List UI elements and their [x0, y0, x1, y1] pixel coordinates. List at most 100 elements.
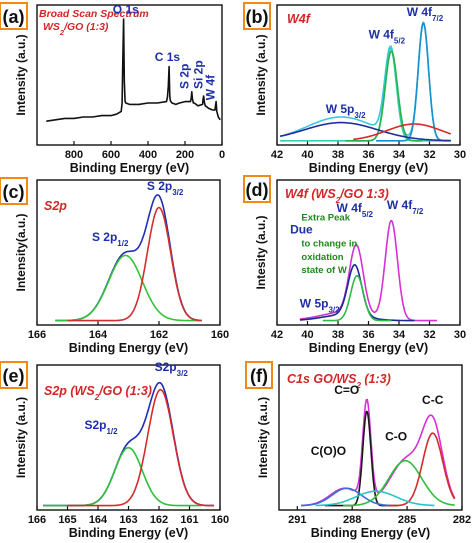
peak-label: W 5p3/2: [300, 297, 340, 315]
series-line-s-2p3-2: [67, 388, 214, 507]
x-axis-ticks: 800 600 400 200 0: [65, 141, 225, 161]
peak-label: O 1s: [113, 2, 139, 16]
x-axis-title: Binding Energy (eV): [311, 526, 430, 540]
peak-label-main: S 2p: [92, 230, 117, 244]
tick-label: 36: [362, 329, 374, 341]
panel-6: (f) 291 288 285 282 Binding Energy (eV) Intens…: [245, 361, 471, 540]
title-segment: C1s GO/WS: [287, 372, 357, 386]
peak-label-sub: 1/2: [106, 426, 118, 435]
tick-label: 40: [301, 149, 313, 161]
peak-label-main: C=O: [334, 383, 359, 397]
peak-label: S2p3/2: [155, 360, 189, 378]
peak-label: W 4f5/2: [337, 201, 374, 219]
x-axis-ticks: 291 288 285 282: [288, 506, 471, 526]
series-line-envelope: [300, 398, 456, 507]
series-line-series: [46, 18, 221, 122]
x-axis-ticks: 166 165 164 163 162 161 160: [28, 506, 229, 526]
title-segment: 2: [355, 381, 361, 390]
panel-3: (c) 166 164 162 160 Binding Energy (eV) Intens…: [0, 177, 229, 355]
x-axis-title: Binding Energy (eV): [70, 161, 189, 175]
series-line-w-4f7-2: [375, 22, 452, 142]
peak-label-sub: 3/2: [172, 188, 184, 197]
tick-label: 32: [423, 149, 435, 161]
x-axis-ticks: 42 40 38 36 34 32 30: [271, 141, 466, 161]
panel-title-line1: Broad Scan Spectrum: [39, 8, 149, 20]
peak-label: S2p1/2: [84, 418, 118, 436]
tick-label: 291: [288, 514, 306, 526]
peak-label-main: W 4f: [407, 5, 433, 19]
x-axis-title: Binding Energy (eV): [309, 341, 428, 355]
series-line-c-c: [388, 432, 456, 507]
peak-label: C=O: [334, 383, 359, 397]
panel-letter: (f): [250, 366, 268, 386]
tick-label: 160: [211, 514, 229, 526]
panel-letter: (c): [3, 182, 25, 202]
tick-label: 166: [28, 329, 46, 341]
x-axis-ticks: 166 164 162 160: [28, 321, 229, 341]
panel-badge: [0, 361, 28, 389]
peak-label: W 4f7/2: [407, 5, 444, 23]
x-axis-ticks: 42 40 38 36 34 32 30: [271, 321, 466, 341]
peak-label-main: W 5p: [300, 297, 329, 311]
tick-label: 161: [180, 514, 198, 526]
tick-label: 40: [301, 329, 313, 341]
panel-letter: (a): [3, 7, 25, 27]
peak-label: state of W: [301, 265, 346, 276]
tick-label: 600: [102, 149, 120, 161]
peak-label: S 2p3/2: [147, 179, 184, 197]
peak-label-sub: 3/2: [177, 368, 189, 377]
panel-badge: [243, 175, 271, 203]
series-line-c-o-o: [300, 487, 390, 507]
peak-label-main: S2p: [155, 360, 177, 374]
series-line-red-fit: [353, 123, 452, 141]
peak-label-main: oxidation: [301, 252, 343, 263]
tick-label: 34: [393, 329, 406, 341]
panel-title: W4f: [287, 12, 312, 26]
title-segment: (1:3): [361, 372, 391, 386]
peak-label-main: O 1s: [113, 2, 139, 16]
peak-label-main: W 4f: [369, 28, 395, 42]
title-segment: 2: [59, 28, 65, 37]
y-axis-title: Intensity (a.u.): [256, 397, 270, 478]
peak-label: W 4f7/2: [387, 198, 424, 216]
panel-1: (a) 800 600 400 200 0 Binding Energy (eV) Inten…: [0, 2, 225, 175]
x-axis-title: Binding Energy (eV): [69, 526, 188, 540]
tick-label: 800: [65, 149, 83, 161]
tick-label: 162: [150, 329, 168, 341]
panel-title: C1s GO/WS2 (1:3): [287, 372, 391, 390]
tick-label: 160: [211, 329, 229, 341]
series-line-extra-peak: [299, 264, 415, 322]
tick-label: 32: [423, 329, 435, 341]
title-segment: W4f: [287, 12, 312, 26]
panel-5: (e) 166 165 164 163 162 161 160 Binding Energy (…: [0, 360, 229, 540]
peak-label: C(O)O: [311, 444, 346, 458]
plot-frame: [36, 4, 223, 146]
peak-label-main: W 4f: [337, 201, 363, 215]
panel-title-line2: WS2/GO (1:3): [43, 21, 109, 37]
x-axis-title: Binding Energy (eV): [69, 341, 188, 355]
x-axis-title: Binding Energy (eV): [309, 161, 428, 175]
peak-label: Extra Peak: [301, 213, 350, 224]
tick-label: 0: [219, 149, 225, 161]
peak-label-main: C(O)O: [311, 444, 346, 458]
y-axis-title: Intensity (a.u.): [14, 34, 28, 115]
panel-badge: [243, 2, 271, 30]
series-line-w-5p3-2: [279, 21, 451, 142]
y-axis-title: Intensity (a.u.): [254, 34, 268, 115]
peak-label: C 1s: [155, 50, 181, 64]
peak-label: S 2p1/2: [92, 230, 129, 248]
series-line-cyan-fit: [315, 490, 435, 507]
peak-label: to change in: [301, 239, 357, 250]
tick-label: 200: [176, 149, 194, 161]
peak-label-main: S2p: [84, 418, 106, 432]
tick-label: 42: [271, 329, 283, 341]
tick-label: 30: [454, 329, 466, 341]
tick-label: 38: [332, 329, 344, 341]
tick-label: 162: [150, 514, 168, 526]
tick-label: 163: [119, 514, 137, 526]
peak-label-main: Due: [290, 223, 313, 237]
y-axis-title: Intensity (a.u.): [14, 397, 28, 478]
tick-label: 166: [28, 514, 46, 526]
series-line-envelope: [55, 194, 202, 322]
peak-label-main: state of W: [301, 265, 346, 276]
